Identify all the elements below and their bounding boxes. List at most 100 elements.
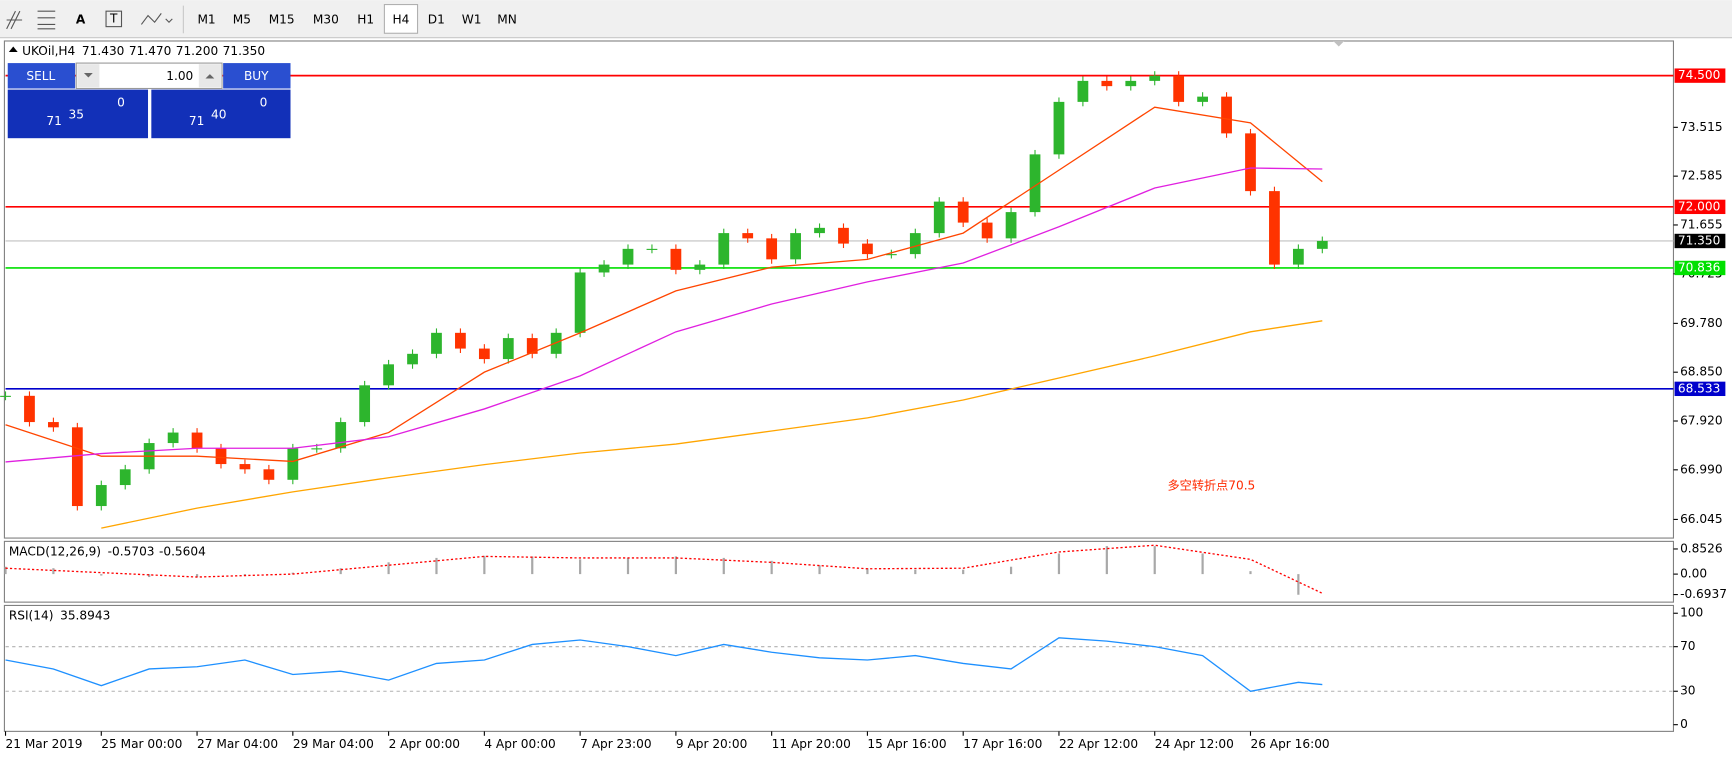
timeframe-button[interactable]: W1 <box>462 13 482 27</box>
y-tick-label: -0.6937 <box>1680 587 1727 601</box>
buy-price-sup: 0 <box>260 95 268 109</box>
buy-price-box[interactable] <box>151 89 291 139</box>
plot-layer: UKOil,H4 71.430 71.470 71.200 71.350 73.515 72… <box>0 43 1727 751</box>
y-tick-label: 71.655 <box>1680 217 1722 231</box>
header-value: 71.350 <box>223 43 265 57</box>
timeframe-button[interactable]: H4 <box>393 13 410 27</box>
candle <box>502 338 514 360</box>
x-tick-label: 7 Apr 23:00 <box>580 737 651 751</box>
candle <box>215 448 227 465</box>
candle <box>1101 80 1113 87</box>
buy-price-main: 40 <box>211 108 226 122</box>
rsi-line <box>5 637 1323 692</box>
y-tick-label: 70 <box>1680 639 1695 653</box>
x-tick-label: 21 Mar 2019 <box>6 737 83 751</box>
candle <box>742 233 754 239</box>
price-level-tag <box>1674 68 1726 83</box>
icon-lines[interactable] <box>6 10 23 30</box>
candle <box>48 422 59 428</box>
x-tick-label: 9 Apr 20:00 <box>676 737 747 751</box>
candle <box>933 201 945 234</box>
candle <box>622 248 634 265</box>
x-tick-label: 11 Apr 20:00 <box>772 737 851 751</box>
price-level-tag <box>1674 199 1726 215</box>
header-value: -0.5703 <box>108 544 155 558</box>
header-value: 71.430 <box>82 43 124 57</box>
icon-arrows[interactable] <box>140 13 173 25</box>
x-tick-label: 22 Apr 12:00 <box>1059 737 1138 751</box>
candle <box>71 427 83 507</box>
sell-button[interactable] <box>7 63 76 89</box>
icon-label[interactable] <box>105 10 123 28</box>
candle <box>119 469 131 486</box>
candle <box>1125 80 1137 87</box>
candle <box>24 395 35 423</box>
candle <box>335 422 347 449</box>
timeframe-button[interactable]: D1 <box>428 13 445 27</box>
price-level-label: 72.000 <box>1678 199 1720 213</box>
sell-price-big: 71 <box>46 114 61 128</box>
candle <box>526 338 538 354</box>
y-tick-label: 66.045 <box>1680 512 1722 526</box>
lots-up-arrow <box>205 74 215 79</box>
candle <box>598 264 610 273</box>
candle <box>981 222 993 239</box>
candle <box>957 201 969 223</box>
moving-average <box>5 106 1323 463</box>
timeframe-active <box>383 3 419 34</box>
candle <box>670 248 682 270</box>
candle <box>790 233 801 260</box>
toolbar <box>0 0 1732 38</box>
text-tool[interactable]: A <box>76 13 86 27</box>
y-tick-label: 30 <box>1680 684 1695 698</box>
buy-label[interactable]: BUY <box>244 69 269 83</box>
x-tick-label: 24 Apr 12:00 <box>1155 737 1234 751</box>
panel-title: MACD(12,26,9) <box>9 544 101 558</box>
panel-header: UKOil,H4 71.430 71.470 71.200 71.350 <box>22 43 265 57</box>
tool-icons <box>6 5 184 34</box>
x-tick-label: 2 Apr 00:00 <box>389 737 460 751</box>
candle <box>1221 96 1232 134</box>
candle <box>1077 80 1089 102</box>
header-value: 35.8943 <box>60 608 110 622</box>
candle <box>1005 212 1017 239</box>
candle <box>167 432 179 444</box>
header-value: 71.200 <box>176 43 218 57</box>
timeframe-button[interactable]: M5 <box>233 13 251 27</box>
timeframe-button[interactable]: M15 <box>269 13 295 27</box>
lots-field[interactable] <box>75 62 223 90</box>
buy-button[interactable] <box>223 63 291 89</box>
candle <box>431 332 442 354</box>
icon-fibo[interactable] <box>37 10 56 30</box>
candle <box>1197 96 1208 102</box>
candle <box>1053 101 1065 155</box>
timeframe-button[interactable]: M30 <box>313 13 339 27</box>
candle <box>1292 248 1304 265</box>
candle <box>814 227 825 234</box>
timeframe-button[interactable]: MN <box>497 13 517 27</box>
candle <box>191 432 203 449</box>
panel-title: RSI(14) <box>9 608 54 622</box>
candle <box>766 238 778 260</box>
sell-price-box[interactable] <box>7 89 149 139</box>
timeframe-button[interactable]: H1 <box>357 13 374 27</box>
price-level-tag <box>1674 233 1726 249</box>
annotation: 多空转折点70.5 <box>1168 478 1256 493</box>
candle <box>838 227 849 244</box>
candle <box>1173 75 1185 102</box>
price-level-tag <box>1674 381 1726 397</box>
x-tick-label: 29 Mar 04:00 <box>293 737 374 751</box>
y-tick-label: 100 <box>1680 606 1703 620</box>
timeframe-button[interactable]: M1 <box>197 13 215 27</box>
sell-label[interactable]: SELL <box>26 69 55 83</box>
y-tick-label: 0.8526 <box>1680 541 1722 555</box>
sell-price-sup: 0 <box>117 95 125 109</box>
lots-value[interactable]: 1.00 <box>166 69 193 83</box>
label-tool-glyph: T <box>109 11 118 25</box>
panel-header: RSI(14) 35.8943 <box>9 608 111 622</box>
candle <box>1316 240 1328 249</box>
candle <box>0 395 11 397</box>
header-value: -0.5604 <box>159 544 206 558</box>
